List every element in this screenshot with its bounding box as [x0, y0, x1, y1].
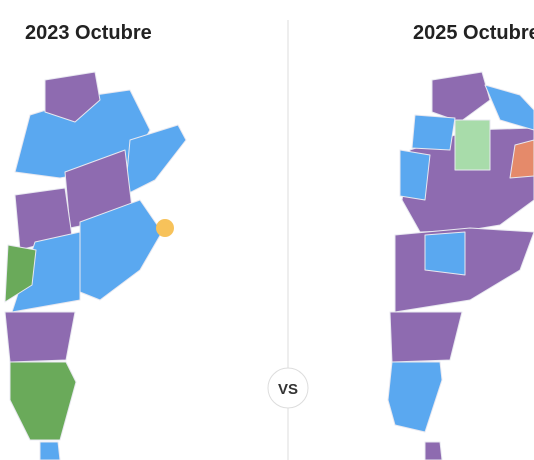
province	[4, 244, 37, 303]
capital-district	[156, 219, 174, 237]
province	[401, 127, 534, 233]
province	[399, 149, 431, 201]
province	[44, 71, 101, 123]
province	[411, 114, 456, 151]
province	[424, 441, 443, 460]
map-2023	[4, 71, 187, 460]
map-2025	[387, 71, 534, 460]
province	[387, 361, 443, 433]
province	[484, 84, 534, 131]
province	[39, 441, 61, 460]
panel-title: 2023 Octubre	[25, 22, 152, 44]
province	[9, 361, 77, 441]
province	[431, 71, 491, 123]
vs-label: VS	[278, 381, 298, 398]
province	[424, 231, 466, 276]
province	[389, 311, 463, 363]
panel-title: 2025 Octubre	[413, 22, 534, 44]
province	[4, 311, 76, 363]
province	[454, 119, 491, 171]
vs-badge	[267, 367, 309, 409]
province	[509, 139, 534, 179]
